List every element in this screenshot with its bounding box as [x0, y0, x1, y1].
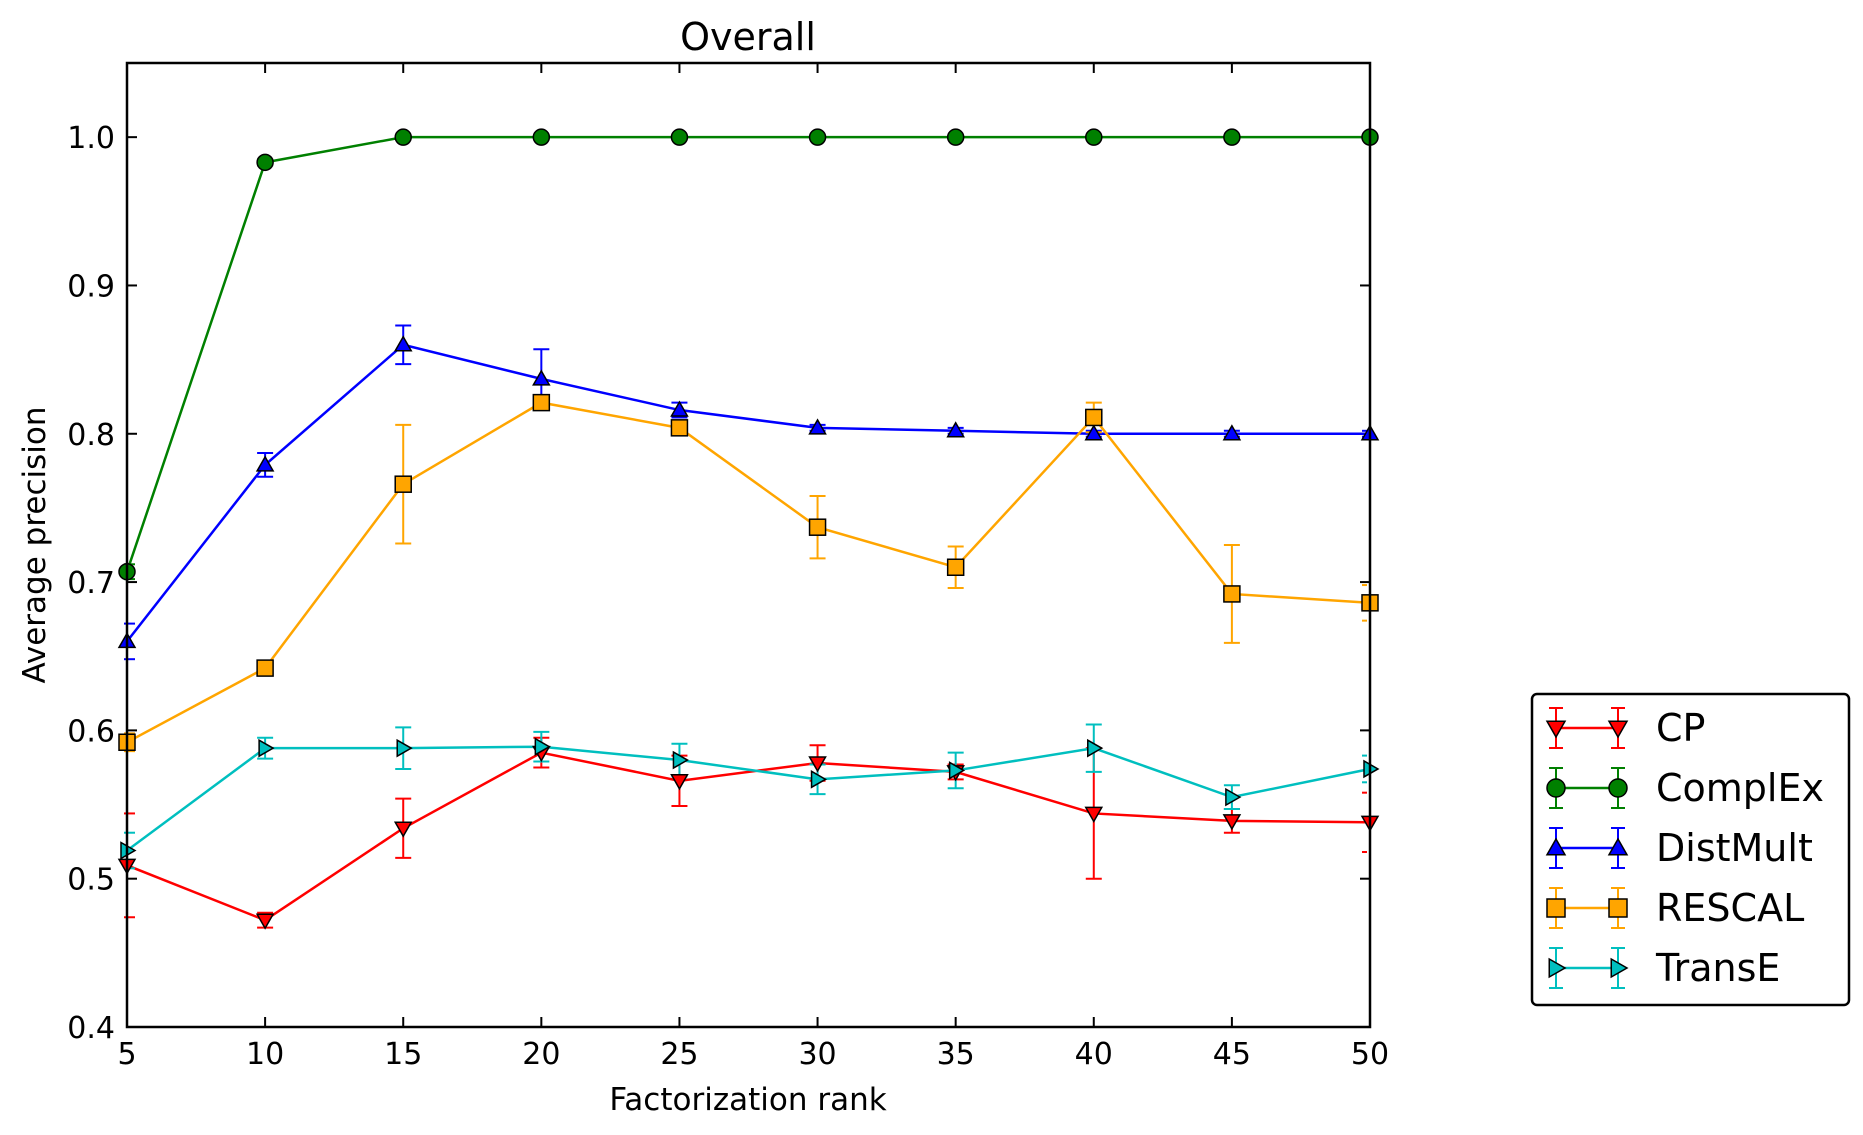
legend-marker	[1607, 837, 1629, 856]
data-point	[393, 821, 413, 838]
legend-entry-complex: ComplEx	[1546, 766, 1824, 810]
data-point	[1222, 814, 1242, 831]
data-point	[810, 770, 828, 789]
data-point	[946, 128, 965, 146]
y-axis-title: Average precision	[17, 406, 53, 683]
data-point	[258, 738, 275, 758]
data-point	[946, 558, 965, 576]
series-line-complex	[125, 135, 1367, 573]
data-point	[534, 737, 551, 756]
data-point	[1222, 424, 1242, 441]
y-tick-label: 0.7	[67, 566, 115, 601]
data-point	[808, 756, 827, 773]
legend-entry-transe: TransE	[1548, 946, 1780, 990]
plot-frame	[125, 61, 1372, 1029]
data-point	[256, 153, 274, 172]
data-point	[1084, 806, 1104, 823]
data-point	[808, 418, 827, 435]
y-tick-label: 0.6	[67, 714, 115, 749]
data-point	[396, 738, 413, 758]
legend-marker	[1548, 957, 1567, 979]
legend-marker	[1545, 720, 1567, 739]
x-tick-label: 20	[522, 1037, 560, 1072]
legend-entry-distmult: DistMult	[1545, 826, 1813, 870]
legend-marker	[1607, 720, 1629, 739]
y-tick-label: 0.5	[67, 863, 115, 898]
chart-title: Overall	[680, 15, 816, 59]
data-point	[1085, 128, 1103, 146]
data-point	[255, 455, 275, 472]
x-tick-label: 40	[1075, 1037, 1113, 1072]
data-point	[670, 400, 689, 417]
legend-label-rescal: RESCAL	[1656, 886, 1804, 930]
data-point	[948, 761, 966, 780]
series-line-transe	[126, 745, 1367, 852]
y-tick-label: 0.8	[67, 418, 115, 453]
x-tick-label: 50	[1351, 1037, 1389, 1072]
data-point	[532, 128, 551, 146]
legend-entries: CP ComplEx DistMult RESCAL TransE	[1545, 706, 1824, 990]
legend-entry-rescal: RESCAL	[1546, 886, 1804, 930]
x-tick-label: 30	[798, 1037, 836, 1072]
legend-marker	[1546, 778, 1566, 798]
y-tick-label: 0.9	[67, 269, 115, 304]
plot-area: 5 10 15 20 25 30 35 40 45 50 0.4 0.5 0.6 0.7 0.8 0.9 1.…	[67, 61, 1389, 1072]
x-tick-label: 10	[246, 1037, 284, 1072]
data-point	[256, 659, 274, 677]
x-tick-label: 35	[937, 1037, 975, 1072]
legend-marker	[1546, 898, 1566, 918]
x-tick-label: 5	[117, 1037, 136, 1072]
x-tick-label: 15	[384, 1037, 422, 1072]
x-tick-label: 45	[1213, 1037, 1251, 1072]
data-point	[808, 128, 827, 146]
legend-label-distmult: DistMult	[1656, 826, 1813, 870]
y-tick-label: 1.0	[67, 121, 115, 156]
legend-marker	[1545, 837, 1567, 856]
data-point	[1085, 408, 1103, 427]
data-point	[808, 518, 827, 536]
data-point	[1084, 424, 1104, 441]
y-tick-label: 0.4	[67, 1011, 115, 1046]
series-line-cp	[126, 751, 1367, 922]
data-point	[1223, 585, 1241, 603]
series-line-distmult	[126, 343, 1367, 643]
legend-marker	[1610, 957, 1629, 979]
legend: CP ComplEx DistMult RESCAL TransE	[1530, 692, 1851, 1007]
legend-label-transe: TransE	[1655, 946, 1780, 990]
legend-entry-cp: CP	[1545, 706, 1705, 750]
series-line-rescal	[126, 401, 1367, 744]
data-point	[394, 475, 412, 493]
data-point	[1087, 738, 1104, 758]
markers-transe	[120, 737, 1380, 860]
x-axis-title: Factorization rank	[609, 1082, 886, 1118]
legend-marker	[1608, 778, 1628, 798]
data-point	[670, 774, 689, 791]
marker-layer	[117, 128, 1380, 930]
data-point	[946, 421, 965, 438]
data-point	[532, 393, 551, 412]
markers-complex	[118, 128, 1379, 581]
legend-marker	[1608, 898, 1628, 918]
legend-label-complex: ComplEx	[1656, 766, 1824, 810]
data-point	[672, 750, 689, 770]
data-point	[670, 419, 689, 437]
data-point	[394, 128, 412, 146]
data-point	[255, 913, 275, 930]
data-point	[670, 128, 689, 146]
x-tick-label: 25	[660, 1037, 698, 1072]
data-point	[1225, 787, 1242, 807]
x-ticks: 5 10 15 20 25 30 35 40 45 50	[117, 63, 1389, 1072]
legend-label-cp: CP	[1656, 706, 1705, 750]
data-point	[393, 335, 413, 352]
y-ticks: 0.4 0.5 0.6 0.7 0.8 0.9 1.0	[67, 121, 1370, 1046]
data-point	[1223, 128, 1241, 146]
data-point	[532, 369, 551, 386]
